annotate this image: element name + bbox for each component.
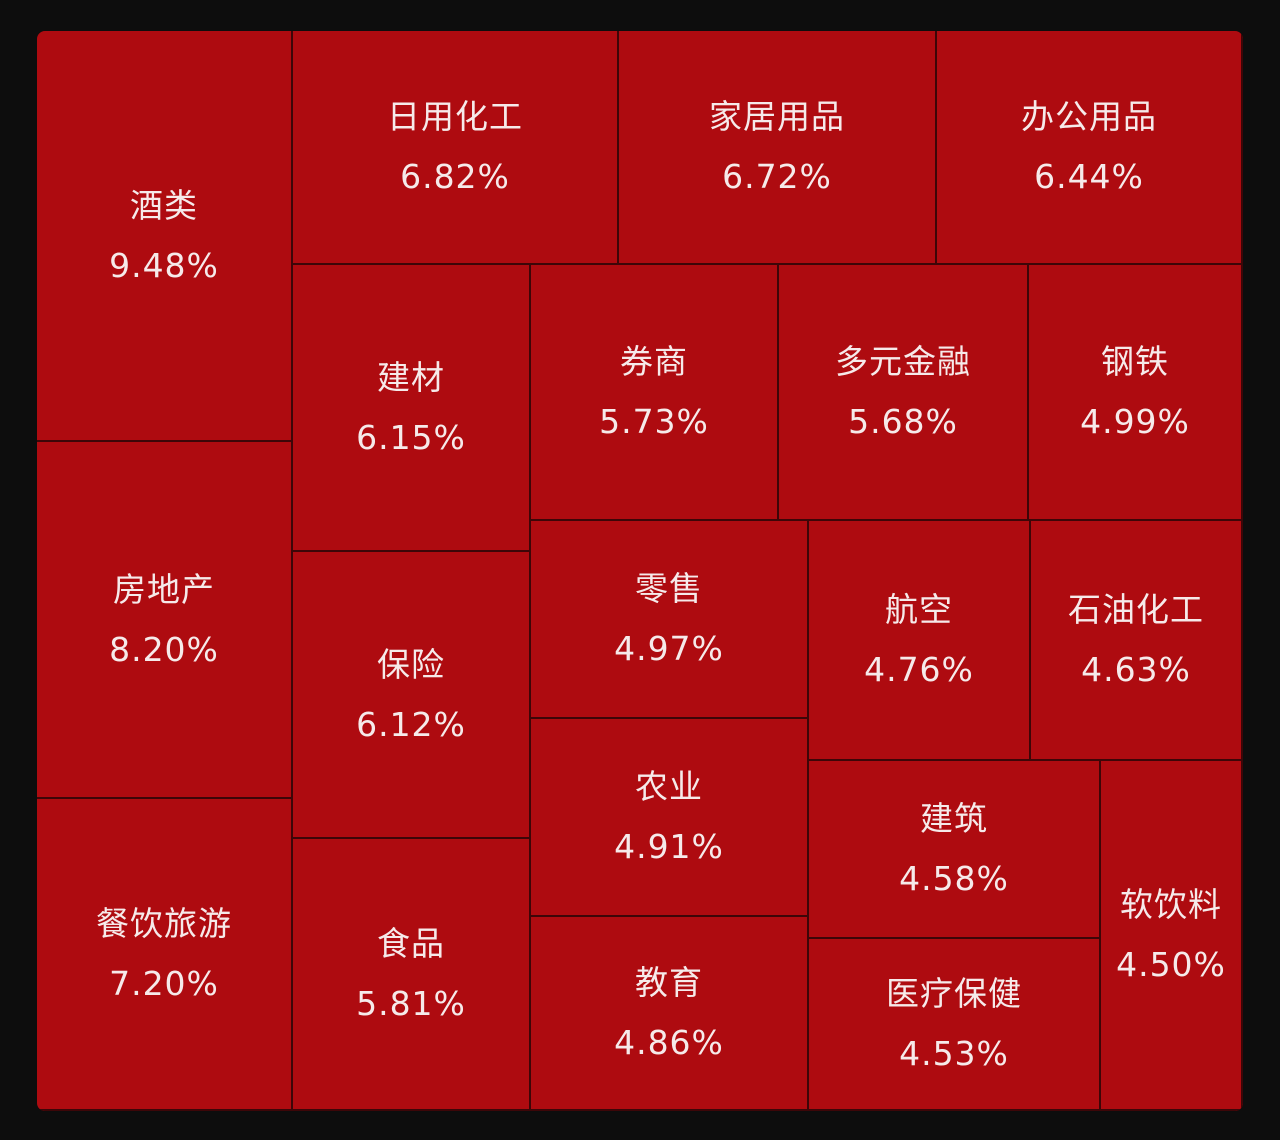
treemap-tile: 酒类 9.48% (37, 31, 293, 442)
treemap-tile: 农业 4.91% (531, 719, 809, 917)
tile-label: 医疗保健 (886, 974, 1022, 1013)
tile-label: 保险 (377, 644, 445, 684)
tile-value: 8.20% (109, 629, 219, 669)
tile-value: 6.82% (400, 157, 510, 196)
tile-label: 餐饮旅游 (96, 904, 232, 943)
treemap-tile: 钢铁 4.99% (1029, 265, 1243, 521)
tile-value: 9.48% (109, 245, 219, 285)
tile-label: 食品 (377, 924, 445, 963)
tile-label: 建筑 (920, 799, 988, 838)
tile-label: 日用化工 (387, 97, 523, 136)
tile-label: 多元金融 (835, 342, 971, 381)
tile-value: 5.73% (599, 402, 709, 441)
treemap-tile: 食品 5.81% (293, 839, 531, 1111)
treemap-tile: 石油化工 4.63% (1031, 521, 1243, 761)
treemap-tile: 餐饮旅游 7.20% (37, 799, 293, 1111)
tile-value: 4.99% (1080, 402, 1190, 441)
tile-label: 石油化工 (1068, 590, 1204, 629)
tile-value: 4.76% (864, 650, 974, 689)
tile-value: 4.58% (899, 859, 1009, 898)
tile-label: 农业 (635, 767, 703, 806)
tile-value: 5.68% (848, 402, 958, 441)
tile-label: 建材 (377, 357, 445, 397)
tile-value: 4.91% (614, 827, 724, 866)
treemap-tile: 零售 4.97% (531, 521, 809, 719)
treemap-tile: 教育 4.86% (531, 917, 809, 1111)
tile-value: 4.86% (614, 1023, 724, 1062)
tile-label: 钢铁 (1101, 342, 1169, 381)
tile-value: 4.63% (1081, 650, 1191, 689)
treemap-tile: 券商 5.73% (531, 265, 779, 521)
tile-value: 4.50% (1116, 945, 1226, 984)
tile-label: 办公用品 (1021, 97, 1157, 136)
treemap-tile: 多元金融 5.68% (779, 265, 1029, 521)
treemap-tile: 软饮料 4.50% (1101, 761, 1243, 1111)
tile-value: 7.20% (109, 964, 219, 1003)
tile-value: 6.15% (356, 417, 466, 457)
treemap-tile: 航空 4.76% (809, 521, 1031, 761)
treemap-chart: 酒类 9.48% 房地产 8.20% 餐饮旅游 7.20% 日用化工 6.82% 家居用品 6.7… (37, 31, 1243, 1111)
tile-label: 房地产 (113, 569, 215, 609)
treemap-tile: 医疗保健 4.53% (809, 939, 1101, 1111)
tile-label: 券商 (620, 342, 688, 381)
tile-value: 6.44% (1034, 157, 1144, 196)
treemap-tile: 日用化工 6.82% (293, 31, 619, 265)
tile-label: 软饮料 (1120, 885, 1222, 924)
treemap-tile: 建材 6.15% (293, 265, 531, 552)
tile-label: 酒类 (130, 185, 198, 225)
treemap-tile: 建筑 4.58% (809, 761, 1101, 939)
tile-value: 6.12% (356, 704, 466, 744)
treemap-tile: 办公用品 6.44% (937, 31, 1243, 265)
tile-value: 4.97% (614, 629, 724, 668)
tile-label: 教育 (635, 963, 703, 1002)
tile-value: 5.81% (356, 984, 466, 1023)
tile-label: 零售 (635, 569, 703, 608)
treemap-tile: 房地产 8.20% (37, 442, 293, 799)
tile-value: 4.53% (899, 1034, 1009, 1073)
treemap-tile: 保险 6.12% (293, 552, 531, 839)
tile-value: 6.72% (722, 157, 832, 196)
tile-label: 家居用品 (709, 97, 845, 136)
tile-label: 航空 (885, 590, 953, 629)
treemap-tile: 家居用品 6.72% (619, 31, 937, 265)
